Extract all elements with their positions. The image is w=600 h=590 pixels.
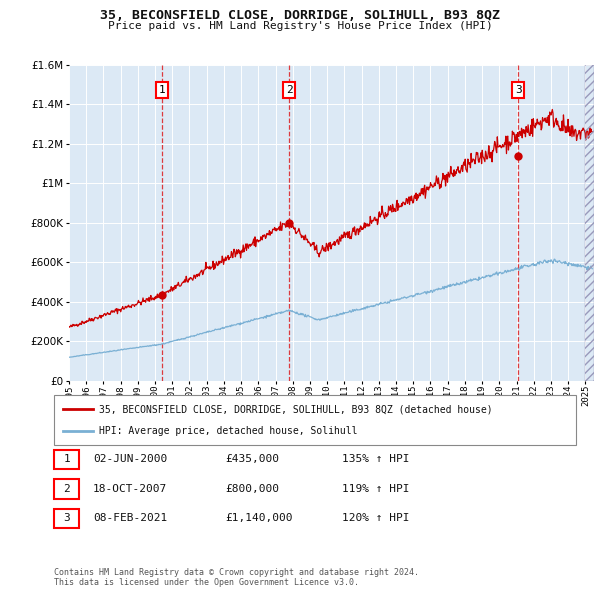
Text: 2: 2	[63, 484, 70, 494]
Text: 08-FEB-2021: 08-FEB-2021	[93, 513, 167, 523]
Text: 2: 2	[286, 85, 293, 95]
Text: 02-JUN-2000: 02-JUN-2000	[93, 454, 167, 464]
Text: 35, BECONSFIELD CLOSE, DORRIDGE, SOLIHULL, B93 8QZ: 35, BECONSFIELD CLOSE, DORRIDGE, SOLIHUL…	[100, 9, 500, 22]
Text: 35, BECONSFIELD CLOSE, DORRIDGE, SOLIHULL, B93 8QZ (detached house): 35, BECONSFIELD CLOSE, DORRIDGE, SOLIHUL…	[99, 404, 493, 414]
Text: 18-OCT-2007: 18-OCT-2007	[93, 484, 167, 494]
Text: £1,140,000: £1,140,000	[225, 513, 293, 523]
Text: Price paid vs. HM Land Registry's House Price Index (HPI): Price paid vs. HM Land Registry's House …	[107, 21, 493, 31]
Text: HPI: Average price, detached house, Solihull: HPI: Average price, detached house, Soli…	[99, 427, 358, 437]
Text: Contains HM Land Registry data © Crown copyright and database right 2024.
This d: Contains HM Land Registry data © Crown c…	[54, 568, 419, 587]
Text: 3: 3	[515, 85, 521, 95]
Text: 119% ↑ HPI: 119% ↑ HPI	[342, 484, 409, 494]
Text: 120% ↑ HPI: 120% ↑ HPI	[342, 513, 409, 523]
Text: £800,000: £800,000	[225, 484, 279, 494]
Text: 1: 1	[63, 454, 70, 464]
Text: 3: 3	[63, 513, 70, 523]
Text: £435,000: £435,000	[225, 454, 279, 464]
Text: 135% ↑ HPI: 135% ↑ HPI	[342, 454, 409, 464]
Text: 1: 1	[159, 85, 166, 95]
